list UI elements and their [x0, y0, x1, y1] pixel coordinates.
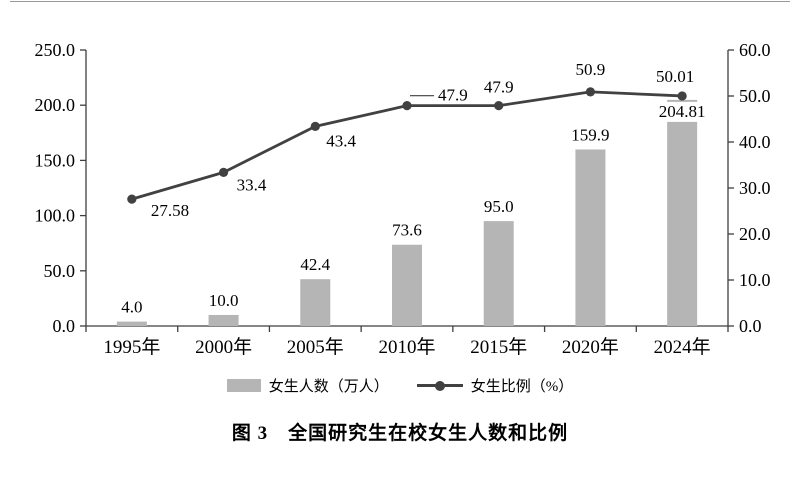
x-axis-label: 2015年 — [470, 336, 527, 358]
line-data-label: 33.4 — [237, 175, 267, 194]
bar — [116, 321, 147, 326]
legend-label-line: 女生比例（%） — [470, 379, 574, 395]
right-axis-tick: 50.0 — [739, 86, 771, 106]
x-axis-label: 1995年 — [103, 336, 160, 358]
right-axis-tick: 60.0 — [739, 40, 771, 60]
x-axis-label: 2024年 — [654, 336, 711, 358]
left-axis-tick: 150.0 — [35, 150, 76, 170]
bar — [667, 99, 698, 326]
line-marker — [402, 101, 412, 111]
legend-item-line-series: 女生比例（%） — [416, 375, 574, 396]
combo-chart-canvas: 0.0 50.0 100.0 150.0 200.0 250.0 0.0 10.0 20.0 30… — [35, 40, 771, 358]
left-axis-tick: 50.0 — [44, 261, 76, 281]
line-data-label: 47.9 — [438, 86, 468, 105]
left-axis-tick: 250.0 — [35, 40, 76, 60]
line-marker-swatch-icon — [416, 380, 463, 391]
right-axis-tick: 40.0 — [739, 132, 771, 152]
right-axis-tick: 10.0 — [739, 270, 771, 290]
bar-data-label: 95.0 — [484, 197, 514, 216]
line-data-label: 47.9 — [484, 78, 514, 97]
line-data-label: 50.9 — [576, 60, 606, 79]
x-axis-label: 2000年 — [195, 336, 252, 358]
chart-figure: 0.0 50.0 100.0 150.0 200.0 250.0 0.0 10.0 20.0 30… — [0, 4, 800, 445]
line-data-label: 50.01 — [656, 67, 694, 86]
x-axis-label: 2005年 — [287, 336, 344, 358]
bar-data-label: 159.9 — [571, 125, 609, 144]
bar — [208, 314, 239, 326]
left-axis-tick: 200.0 — [35, 95, 76, 115]
right-axis-tick: 20.0 — [739, 224, 771, 244]
left-axis-tick: 100.0 — [35, 206, 76, 226]
legend-label-bar: 女生人数（万人） — [268, 379, 389, 395]
line-marker — [218, 167, 229, 177]
line-marker — [127, 194, 137, 204]
bar-swatch-icon — [226, 379, 261, 392]
left-axis-tick: 0.0 — [53, 316, 76, 336]
bar — [392, 244, 422, 326]
x-axis-label: 2010年 — [378, 336, 435, 358]
bar-data-label: 42.4 — [300, 255, 330, 274]
line-marker — [585, 87, 596, 97]
line-data-label: 43.4 — [326, 131, 356, 150]
legend-item-bar-series: 女生人数（万人） — [226, 375, 389, 396]
bar — [300, 279, 331, 326]
bar-data-label: 4.0 — [121, 298, 142, 317]
line-data-label: 27.58 — [151, 201, 189, 220]
top-rule — [10, 1, 790, 2]
line-marker — [677, 91, 687, 101]
bar — [483, 221, 514, 326]
figure-caption: 图 3 全国研究生在校女生人数和比例 — [231, 423, 569, 444]
right-axis-tick: 30.0 — [739, 178, 771, 198]
x-axis-label: 2020年 — [562, 336, 619, 358]
right-axis-tick: 0.0 — [739, 316, 762, 336]
chart-legend: 女生人数（万人） 女生比例（%） — [0, 375, 800, 396]
line-marker-dot-icon — [434, 380, 445, 391]
bar-data-label: 204.81 — [659, 102, 706, 121]
bar-data-label: 10.0 — [209, 291, 239, 310]
line-marker — [310, 121, 320, 131]
line-marker — [494, 101, 504, 111]
bar — [575, 149, 606, 326]
bar-data-label: 73.6 — [392, 221, 422, 240]
